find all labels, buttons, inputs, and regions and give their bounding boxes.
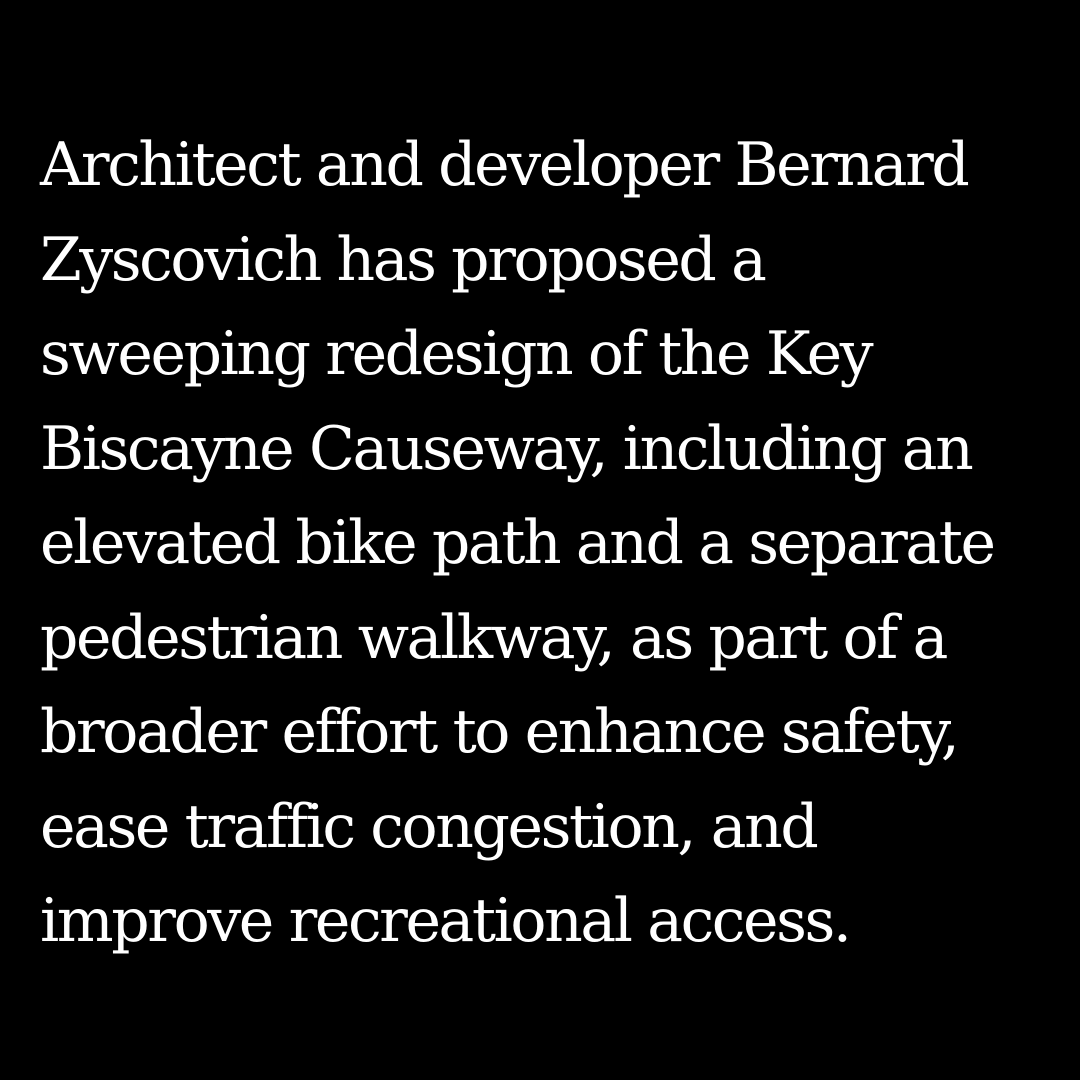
body-paragraph: Architect and developer Bernard Zyscovic… — [40, 118, 1060, 969]
paragraph-line-4: Biscayne Causeway, including an — [40, 413, 974, 484]
paragraph-line-6: pedestrian walkway, as part of a — [40, 602, 948, 673]
paragraph-line-8: ease traffic congestion, and — [40, 791, 819, 862]
paragraph-line-1: Architect and developer Bernard — [40, 130, 970, 200]
paragraph-line-2: Zyscovich has proposed a — [40, 224, 767, 295]
paragraph-line-3: sweeping redesign of the Key — [40, 319, 874, 389]
paragraph-line-9: improve recreational access. — [40, 886, 852, 956]
paragraph-line-5: elevated bike path and a separate — [40, 508, 996, 578]
paragraph-line-7: broader effort to enhance safety, — [40, 697, 960, 767]
